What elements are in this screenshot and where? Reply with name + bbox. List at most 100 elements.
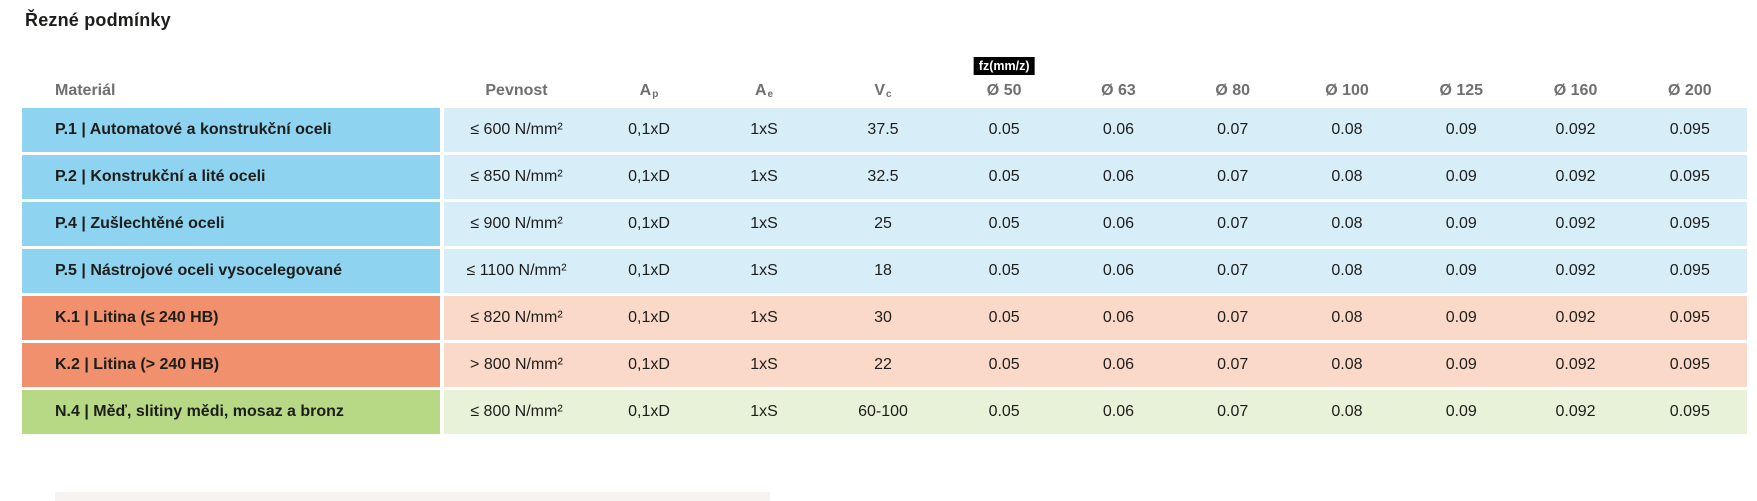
table-row: K.2 | Litina (> 240 HB) > 800 N/mm² 0,1x… [22,343,1747,387]
row-body: ≤ 820 N/mm² 0,1xD 1xS 30 0.05 0.06 0.07 … [444,296,1747,340]
fz-value-cell: 0.08 [1331,215,1363,232]
ap-cell: 0,1xD [628,168,670,185]
fz-value-cell: 0.05 [988,262,1020,279]
fz-value-cell: 0.08 [1331,168,1363,185]
fz-value-cell: 0.09 [1445,121,1477,138]
fz-value-cell: 0.095 [1669,356,1710,373]
header-material: Materiál [55,82,116,99]
fz-value-cell: 0.092 [1555,121,1596,138]
fz-value-cell: 0.08 [1331,403,1363,420]
header-diameter-160: Ø 160 [1553,82,1598,99]
pevnost-cell: ≤ 820 N/mm² [470,309,563,326]
header-diameter-50-label: Ø 50 [986,82,1022,99]
vc-cell: 25 [874,215,892,232]
ap-cell: 0,1xD [628,215,670,232]
fz-value-cell: 0.06 [1102,356,1134,373]
header-ap-sub: p [652,89,659,100]
pevnost-cell: ≤ 800 N/mm² [470,403,563,420]
fz-value-cell: 0.08 [1331,121,1363,138]
header-ae-base: A [754,82,767,99]
fz-value-cell: 0.09 [1445,356,1477,373]
fz-value-cell: 0.06 [1102,309,1134,326]
page-title: Řezné podmínky [25,10,171,30]
table-row: P.4 | Zušlechtěné oceli ≤ 900 N/mm² 0,1x… [22,202,1747,246]
table-row: K.1 | Litina (≤ 240 HB) ≤ 820 N/mm² 0,1x… [22,296,1747,340]
fz-value-cell: 0.07 [1217,168,1249,185]
fz-value-cell: 0.05 [988,215,1020,232]
fz-value-cell: 0.095 [1669,262,1710,279]
pevnost-cell: ≤ 1100 N/mm² [466,262,567,279]
fz-value-cell: 0.07 [1217,262,1249,279]
fz-value-cell: 0.09 [1445,262,1477,279]
row-body: ≤ 800 N/mm² 0,1xD 1xS 60-100 0.05 0.06 0… [444,390,1747,434]
row-body: ≤ 600 N/mm² 0,1xD 1xS 37.5 0.05 0.06 0.0… [444,108,1747,152]
vc-cell: 22 [874,356,892,373]
fz-value-cell: 0.08 [1331,262,1363,279]
material-cell: P.5 | Nástrojové oceli vysocelegované [22,249,440,293]
table-rows: P.1 | Automatové a konstrukční oceli ≤ 6… [22,108,1747,434]
vc-cell: 18 [874,262,892,279]
row-body: ≤ 1100 N/mm² 0,1xD 1xS 18 0.05 0.06 0.07… [444,249,1747,293]
ae-cell: 1xS [750,168,778,185]
header-ap-base: A [639,82,652,99]
fz-value-cell: 0.06 [1102,121,1134,138]
fz-value-cell: 0.092 [1555,356,1596,373]
pevnost-cell: ≤ 850 N/mm² [470,168,563,185]
fz-value-cell: 0.09 [1445,168,1477,185]
fz-value-cell: 0.07 [1217,215,1249,232]
header-diameter-80: Ø 80 [1215,82,1251,99]
fz-value-cell: 0.06 [1102,215,1134,232]
fz-value-cell: 0.095 [1669,403,1710,420]
ap-cell: 0,1xD [628,356,670,373]
next-row-partial [55,492,770,501]
table-row: P.5 | Nástrojové oceli vysocelegované ≤ … [22,249,1747,293]
table-row: P.1 | Automatové a konstrukční oceli ≤ 6… [22,108,1747,152]
header-diameter-63: Ø 63 [1101,82,1136,99]
fz-value-cell: 0.07 [1217,356,1249,373]
row-body: ≤ 850 N/mm² 0,1xD 1xS 32.5 0.05 0.06 0.0… [444,155,1747,199]
fz-value-cell: 0.092 [1555,403,1596,420]
ae-cell: 1xS [750,309,778,326]
material-cell: P.4 | Zušlechtěné oceli [22,202,440,246]
fz-value-cell: 0.08 [1331,309,1363,326]
vc-cell: 60-100 [858,403,908,420]
pevnost-cell: ≤ 600 N/mm² [470,121,563,138]
fz-value-cell: 0.095 [1669,309,1710,326]
ae-cell: 1xS [750,121,778,138]
fz-value-cell: 0.092 [1555,309,1596,326]
fz-unit-badge: fz(mm/z) [973,57,1035,75]
ap-cell: 0,1xD [628,121,670,138]
material-cell: K.1 | Litina (≤ 240 HB) [22,296,440,340]
header-pevnost: Pevnost [485,82,548,99]
ae-cell: 1xS [750,356,778,373]
fz-value-cell: 0.092 [1555,215,1596,232]
fz-value-cell: 0.06 [1102,403,1134,420]
fz-value-cell: 0.095 [1669,168,1710,185]
fz-value-cell: 0.092 [1555,168,1596,185]
header-ae-sub: e [767,89,774,100]
fz-value-cell: 0.07 [1217,309,1249,326]
pevnost-cell: > 800 N/mm² [470,356,563,373]
vc-cell: 37.5 [867,121,899,138]
row-body: > 800 N/mm² 0,1xD 1xS 22 0.05 0.06 0.07 … [444,343,1747,387]
fz-value-cell: 0.05 [988,403,1020,420]
ae-cell: 1xS [750,262,778,279]
ae-cell: 1xS [750,403,778,420]
fz-value-cell: 0.09 [1445,309,1477,326]
fz-value-cell: 0.05 [988,168,1020,185]
material-cell: P.2 | Konstrukční a lité oceli [22,155,440,199]
material-cell: N.4 | Měď, slitiny mědi, mosaz a bronz [22,390,440,434]
fz-value-cell: 0.05 [988,121,1020,138]
ap-cell: 0,1xD [628,309,670,326]
pevnost-cell: ≤ 900 N/mm² [470,215,563,232]
fz-value-cell: 0.09 [1445,403,1477,420]
fz-value-cell: 0.095 [1669,215,1710,232]
vc-cell: 32.5 [867,168,899,185]
fz-value-cell: 0.08 [1331,356,1363,373]
material-cell: K.2 | Litina (> 240 HB) [22,343,440,387]
